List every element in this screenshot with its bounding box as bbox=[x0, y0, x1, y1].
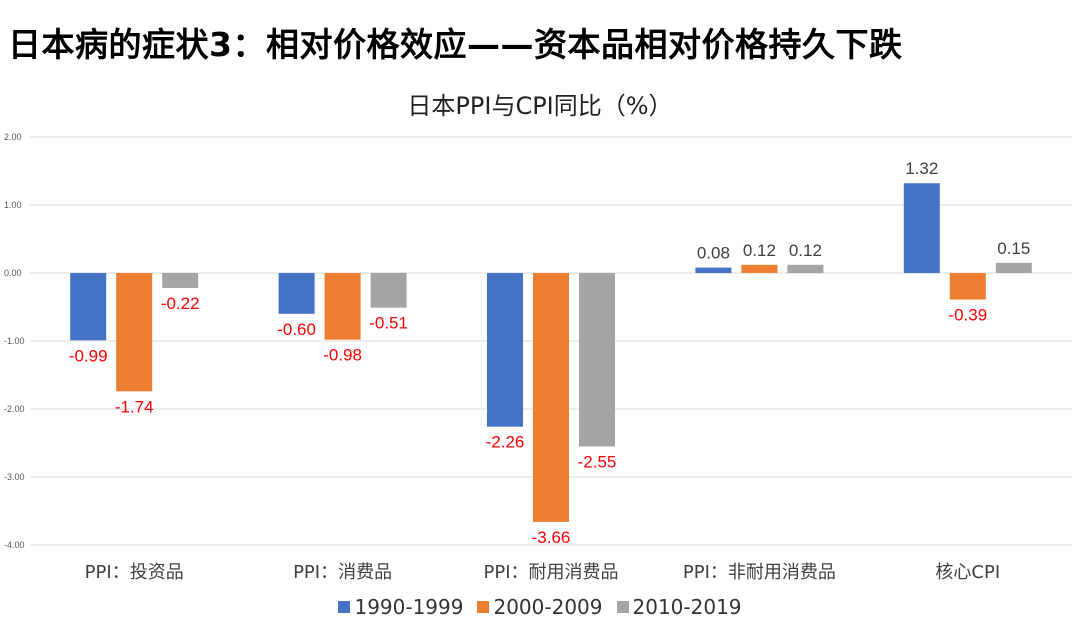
data-label: -0.60 bbox=[277, 320, 316, 339]
data-label: -0.51 bbox=[369, 314, 408, 333]
data-label: 0.12 bbox=[743, 241, 776, 260]
bar bbox=[695, 267, 732, 273]
bar bbox=[370, 273, 407, 308]
bar bbox=[741, 264, 778, 273]
data-label: -0.99 bbox=[69, 346, 108, 365]
data-label: 1.32 bbox=[905, 159, 938, 178]
legend: 1990-1999 2000-2009 2010-2019 bbox=[0, 594, 1080, 619]
legend-swatch bbox=[338, 601, 351, 613]
chart-title: 日本PPI与CPI同比（%） bbox=[407, 92, 673, 120]
data-label: 0.15 bbox=[997, 239, 1030, 258]
bar bbox=[949, 273, 986, 300]
legend-item: 2000-2009 bbox=[477, 595, 603, 619]
bars bbox=[70, 183, 1032, 522]
data-label: -0.22 bbox=[161, 294, 200, 313]
category-label: PPI：耐用消费品 bbox=[483, 562, 618, 583]
y-tick-label: 1.00 bbox=[4, 200, 22, 210]
page-heading: 日本病的症状3：相对价格效应——资本品相对价格持久下跌 bbox=[8, 25, 903, 64]
y-axis-ticks: 2.00 1.00 0.00 -1.00 -2.00 -3.00 -4.00 bbox=[4, 132, 25, 550]
y-tick-label: -1.00 bbox=[4, 336, 25, 346]
legend-item: 2010-2019 bbox=[616, 595, 742, 619]
bar bbox=[162, 273, 199, 288]
bar bbox=[70, 273, 107, 341]
data-label: 0.08 bbox=[697, 244, 730, 263]
y-tick-label: 2.00 bbox=[4, 132, 22, 142]
bar bbox=[579, 273, 615, 447]
bar bbox=[995, 262, 1032, 273]
data-label: -2.26 bbox=[486, 433, 525, 452]
legend-swatch bbox=[477, 601, 490, 613]
bar bbox=[787, 264, 824, 273]
category-label: PPI：非耐用消费品 bbox=[683, 562, 836, 583]
bar bbox=[324, 273, 361, 340]
data-label: -0.98 bbox=[323, 346, 362, 365]
bar bbox=[903, 183, 940, 273]
y-tick-label: -2.00 bbox=[4, 404, 25, 414]
category-label: PPI：消费品 bbox=[293, 562, 392, 583]
x-axis-categories: PPI：投资品 PPI：消费品 PPI：耐用消费品 PPI：非耐用消费品 核心CPI bbox=[85, 562, 1000, 583]
bar bbox=[533, 273, 569, 522]
data-label: -2.55 bbox=[578, 452, 617, 471]
legend-label: 1990-1999 bbox=[354, 595, 464, 619]
category-label: PPI：投资品 bbox=[85, 562, 184, 583]
data-labels: -0.99 -1.74 -0.22 -0.60 -0.98 -0.51 -2.26 -3.66… bbox=[69, 159, 1031, 547]
bar bbox=[487, 273, 523, 427]
category-label: 核心CPI bbox=[935, 562, 1000, 583]
data-label: -3.66 bbox=[532, 528, 571, 547]
bar bbox=[278, 273, 315, 314]
legend-swatch bbox=[616, 601, 629, 613]
bar bbox=[116, 273, 153, 392]
legend-item: 1990-1999 bbox=[338, 595, 463, 619]
y-tick-label: -3.00 bbox=[4, 472, 25, 482]
data-label: 0.12 bbox=[789, 241, 822, 260]
data-label: -1.74 bbox=[115, 397, 154, 416]
y-tick-label: -4.00 bbox=[4, 540, 25, 550]
legend-label: 2000-2009 bbox=[493, 595, 603, 619]
y-tick-label: 0.00 bbox=[4, 268, 22, 278]
legend-label: 2010-2019 bbox=[632, 595, 742, 619]
data-label: -0.39 bbox=[948, 306, 987, 325]
